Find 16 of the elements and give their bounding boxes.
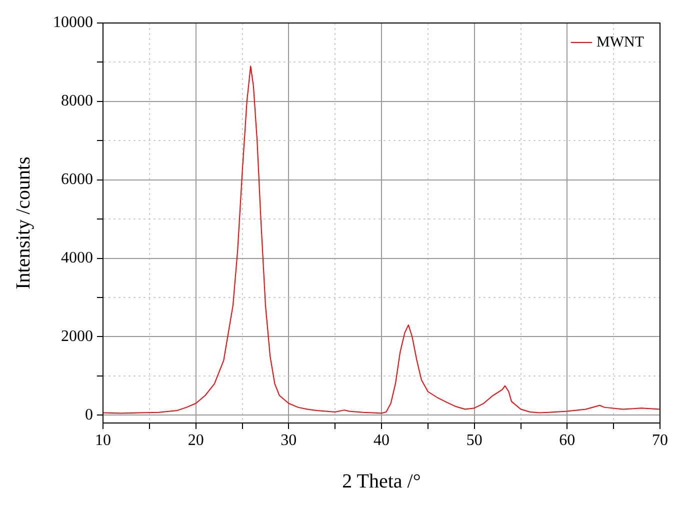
y-tick-label: 4000 bbox=[61, 249, 93, 266]
x-tick-label: 40 bbox=[374, 432, 390, 450]
x-tick-label: 10 bbox=[95, 432, 111, 450]
y-tick-label: 0 bbox=[85, 406, 93, 424]
x-tick-label: 50 bbox=[466, 432, 482, 450]
x-tick-label: 60 bbox=[559, 432, 576, 450]
y-tick-label: 10000 bbox=[53, 14, 93, 32]
x-tick-label: 70 bbox=[652, 432, 668, 450]
y-axis-title: Intensity /counts bbox=[12, 156, 34, 290]
y-tick-label: 8000 bbox=[61, 92, 93, 110]
legend-label: MWNT bbox=[596, 34, 644, 50]
y-tick-label: 2000 bbox=[61, 328, 93, 345]
x-tick-label: 30 bbox=[280, 432, 297, 450]
x-tick-label: 20 bbox=[188, 432, 204, 450]
x-axis-title: 2 Theta /° bbox=[342, 470, 421, 492]
y-tick-label: 6000 bbox=[61, 171, 93, 188]
